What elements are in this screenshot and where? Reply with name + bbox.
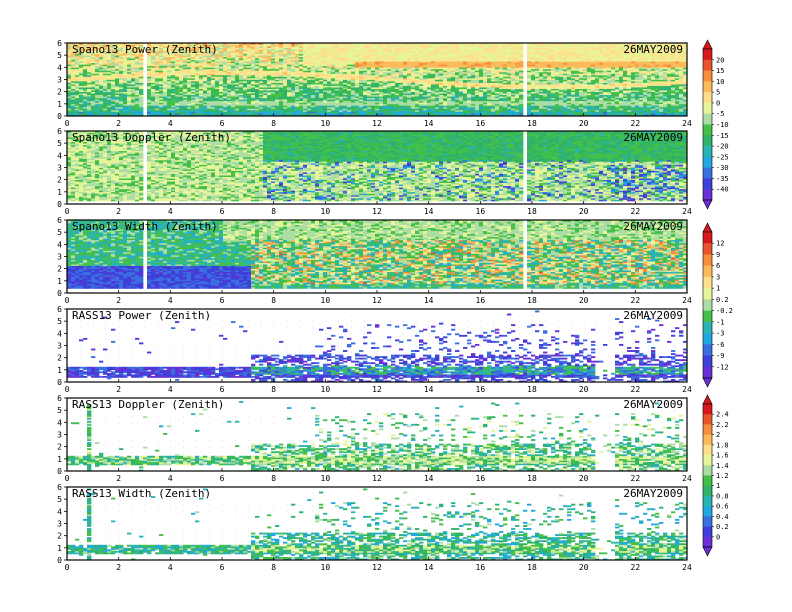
panel-1: 01234560 2 4 6 8 10 12 14 16 18 20 22 24Spano13 Powe… <box>57 39 692 128</box>
